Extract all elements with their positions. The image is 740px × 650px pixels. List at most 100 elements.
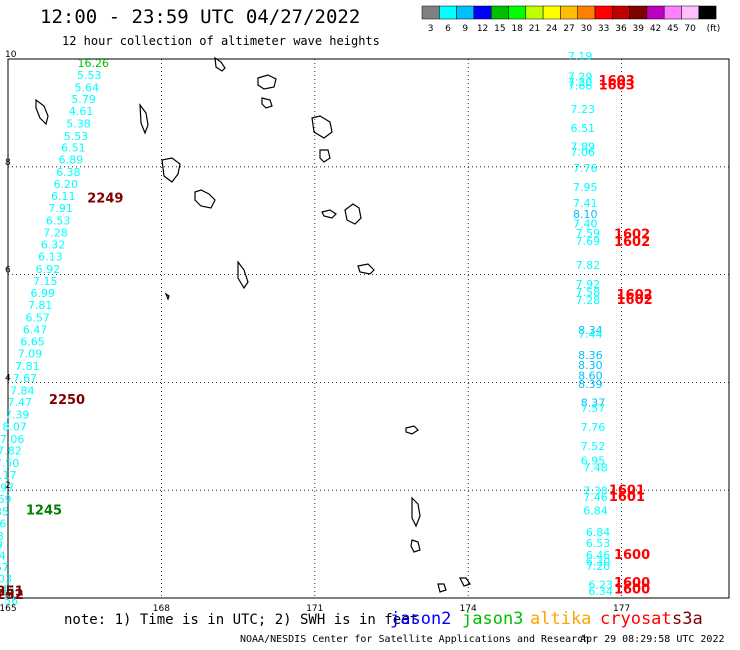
- island-outline: [164, 292, 170, 301]
- x-tick-label: 168: [153, 604, 170, 614]
- wave-height-value: 6.92: [36, 263, 61, 276]
- y-tick-label: 8: [5, 158, 11, 168]
- legend-label: 3: [428, 24, 434, 34]
- map-grid: 165 168 171 174 177 0 2 4 6 8 10: [0, 50, 730, 614]
- legend-swatch: [577, 5, 596, 20]
- wave-height-value: 7.81: [15, 360, 40, 373]
- wave-height-value: 6.51: [61, 142, 86, 155]
- legend-swatch: [612, 5, 630, 20]
- wave-height-value: 6.84: [0, 550, 6, 563]
- wave-height-value: 6.56: [0, 594, 18, 607]
- legend-swatch: [439, 5, 457, 20]
- pass-number-label: 1601: [609, 490, 645, 505]
- wave-height-value: 6.95: [581, 454, 606, 467]
- x-tick-label: 165: [0, 604, 17, 614]
- pass-number-label: 2249: [87, 191, 123, 206]
- legend-swatch: [508, 5, 527, 20]
- satellite-name-cryosat: cryosat: [600, 609, 672, 629]
- wave-height-value: 6.35: [0, 506, 9, 519]
- wave-height-value: 8.17: [0, 469, 17, 482]
- wave-height-value: 6.99: [30, 287, 55, 300]
- wave-height-value: 8.39: [578, 378, 603, 391]
- pass-number-label: 1602: [617, 293, 653, 308]
- footer-credit: NOAA/NESDIS Center for Satellite Applica…: [240, 634, 590, 645]
- page-title: 12:00 - 23:59 UTC 04/27/2022: [40, 6, 361, 28]
- wave-height-value: 6.49: [0, 542, 1, 555]
- wave-height-value: 6.46: [586, 549, 611, 562]
- legend-label: 39: [633, 24, 645, 34]
- legend-label: 30: [581, 24, 593, 34]
- pass-number-label: 1601: [609, 484, 645, 499]
- wave-height-value: 6.97: [0, 481, 14, 494]
- legend-label: 33: [598, 24, 609, 34]
- wave-height-value: 8.60: [578, 370, 603, 383]
- island-outline: [214, 56, 226, 72]
- pass-number-label: 2252: [0, 588, 24, 603]
- wave-height-value: 6.51: [570, 122, 595, 135]
- legend-label: 24: [546, 24, 558, 34]
- island-outline: [459, 577, 471, 587]
- y-tick-label: 10: [5, 50, 17, 60]
- legend-swatch: [421, 5, 440, 20]
- wave-height-value: 7.23: [570, 103, 595, 116]
- legend-label: 70: [684, 24, 696, 34]
- wave-height-value: 7.50: [0, 457, 19, 470]
- wave-height-value: 7.28: [43, 226, 67, 239]
- wave-height-value: 7.52: [581, 440, 606, 453]
- island-outline: [139, 103, 149, 135]
- map-frame: [7, 58, 730, 599]
- pass-number-label: 1602: [614, 235, 650, 250]
- legend-label: 45: [667, 24, 678, 34]
- wave-height-value: 6.86: [0, 517, 6, 530]
- wave-height-value: 8.30: [578, 359, 603, 372]
- page-subtitle: 12 hour collection of altimeter wave hei…: [62, 34, 380, 48]
- wave-height-value: 7.28: [576, 294, 601, 307]
- wave-height-value: 7.66: [568, 80, 593, 93]
- y-tick-label: 2: [5, 481, 11, 491]
- wave-height-value: 6.29: [0, 538, 3, 551]
- island-outline: [311, 115, 333, 139]
- legend-label: 6: [445, 24, 451, 34]
- wave-height-value: 7.92: [576, 278, 601, 291]
- pass-number-label: 1602: [614, 227, 650, 242]
- wave-height-value: 7.44: [578, 328, 603, 341]
- wave-height-value: 6.44: [0, 583, 15, 596]
- wave-height-value: 7.58: [576, 286, 601, 299]
- wave-height-value: 6.34: [588, 585, 613, 598]
- wave-height-value: 8.07: [2, 420, 27, 433]
- legend-label: 12: [477, 24, 488, 34]
- wave-height-value: 6.53: [46, 214, 71, 227]
- wave-height-value: 8.34: [578, 324, 603, 337]
- wave-height-value: 6.57: [25, 311, 50, 324]
- wave-height-value: 7.82: [0, 445, 22, 458]
- pass-number-label: 1602: [617, 288, 653, 303]
- legend-label: 27: [563, 24, 574, 34]
- island-outline: [194, 189, 216, 209]
- wave-height-value: 6.23: [588, 578, 613, 591]
- wave-height-value: 7.59: [576, 227, 601, 240]
- footer-timestamp: Apr 29 08:29:58 UTC 2022: [580, 634, 725, 645]
- wave-height-value: 6.47: [23, 323, 48, 336]
- legend-swatch: [646, 5, 665, 20]
- wave-height-value: 7.38: [583, 485, 608, 498]
- x-tick-label: 177: [613, 604, 630, 614]
- legend-swatch: [542, 5, 561, 20]
- wave-height-value: 5.53: [77, 69, 102, 82]
- legend-swatch: [594, 5, 613, 20]
- wave-height-value: 6.23: [0, 530, 4, 543]
- island-outline: [437, 583, 447, 593]
- island-outline: [410, 539, 421, 553]
- wave-height-values: 16.265.535.645.794.615.385.536.516.896.3…: [0, 50, 613, 607]
- legend-label: 15: [494, 24, 505, 34]
- wave-height-value: 7.91: [48, 202, 73, 215]
- pass-number-label: 1245: [26, 503, 62, 518]
- wave-height-value: 8.10: [573, 208, 598, 221]
- satellite-name-s3a: s3a: [672, 609, 703, 629]
- legend-swatch: [698, 5, 717, 20]
- satellite-name-altika: altika: [530, 609, 592, 629]
- island-outline: [257, 74, 277, 90]
- wave-height-value: 6.32: [41, 239, 66, 252]
- x-tick-label: 174: [460, 604, 477, 614]
- wave-height-value: 7.19: [568, 50, 593, 63]
